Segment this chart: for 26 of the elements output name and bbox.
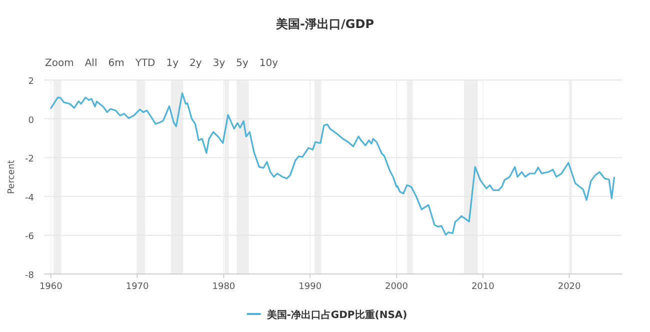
- y-tick-label: 2: [28, 77, 34, 87]
- y-tick-label: -2: [25, 154, 34, 165]
- y-axis-title: Percent: [7, 160, 17, 194]
- x-tick-label: 2000: [385, 282, 408, 292]
- text: Zoom: [45, 58, 74, 69]
- y-tick-label: -6: [25, 232, 34, 242]
- line-series: [50, 92, 616, 236]
- x-tick-label: 2010: [471, 282, 495, 292]
- text: YTD: [134, 58, 156, 69]
- y-tick-label: -8: [25, 271, 34, 281]
- x-tick-label: 1970: [126, 282, 150, 292]
- text: 5y: [236, 58, 248, 69]
- text: 2y: [190, 58, 202, 69]
- text: 6m: [108, 58, 124, 69]
- x-tick-label: 1980: [212, 282, 236, 292]
- legend-label: 美国-净出口占GDP比重(NSA): [266, 309, 408, 321]
- text: 10y: [259, 58, 278, 69]
- text: 1y: [166, 58, 179, 69]
- y-tick-label: 0: [28, 116, 34, 126]
- x-tick-label: 2020: [558, 282, 582, 292]
- text: All: [84, 58, 98, 69]
- text: 3y: [212, 58, 226, 69]
- x-tick-label: 1990: [298, 282, 322, 292]
- y-tick-label: -4: [25, 193, 34, 204]
- x-tick-label: 1960: [39, 282, 63, 292]
- chart-title: 美国-淨出口/GDP: [275, 17, 374, 31]
